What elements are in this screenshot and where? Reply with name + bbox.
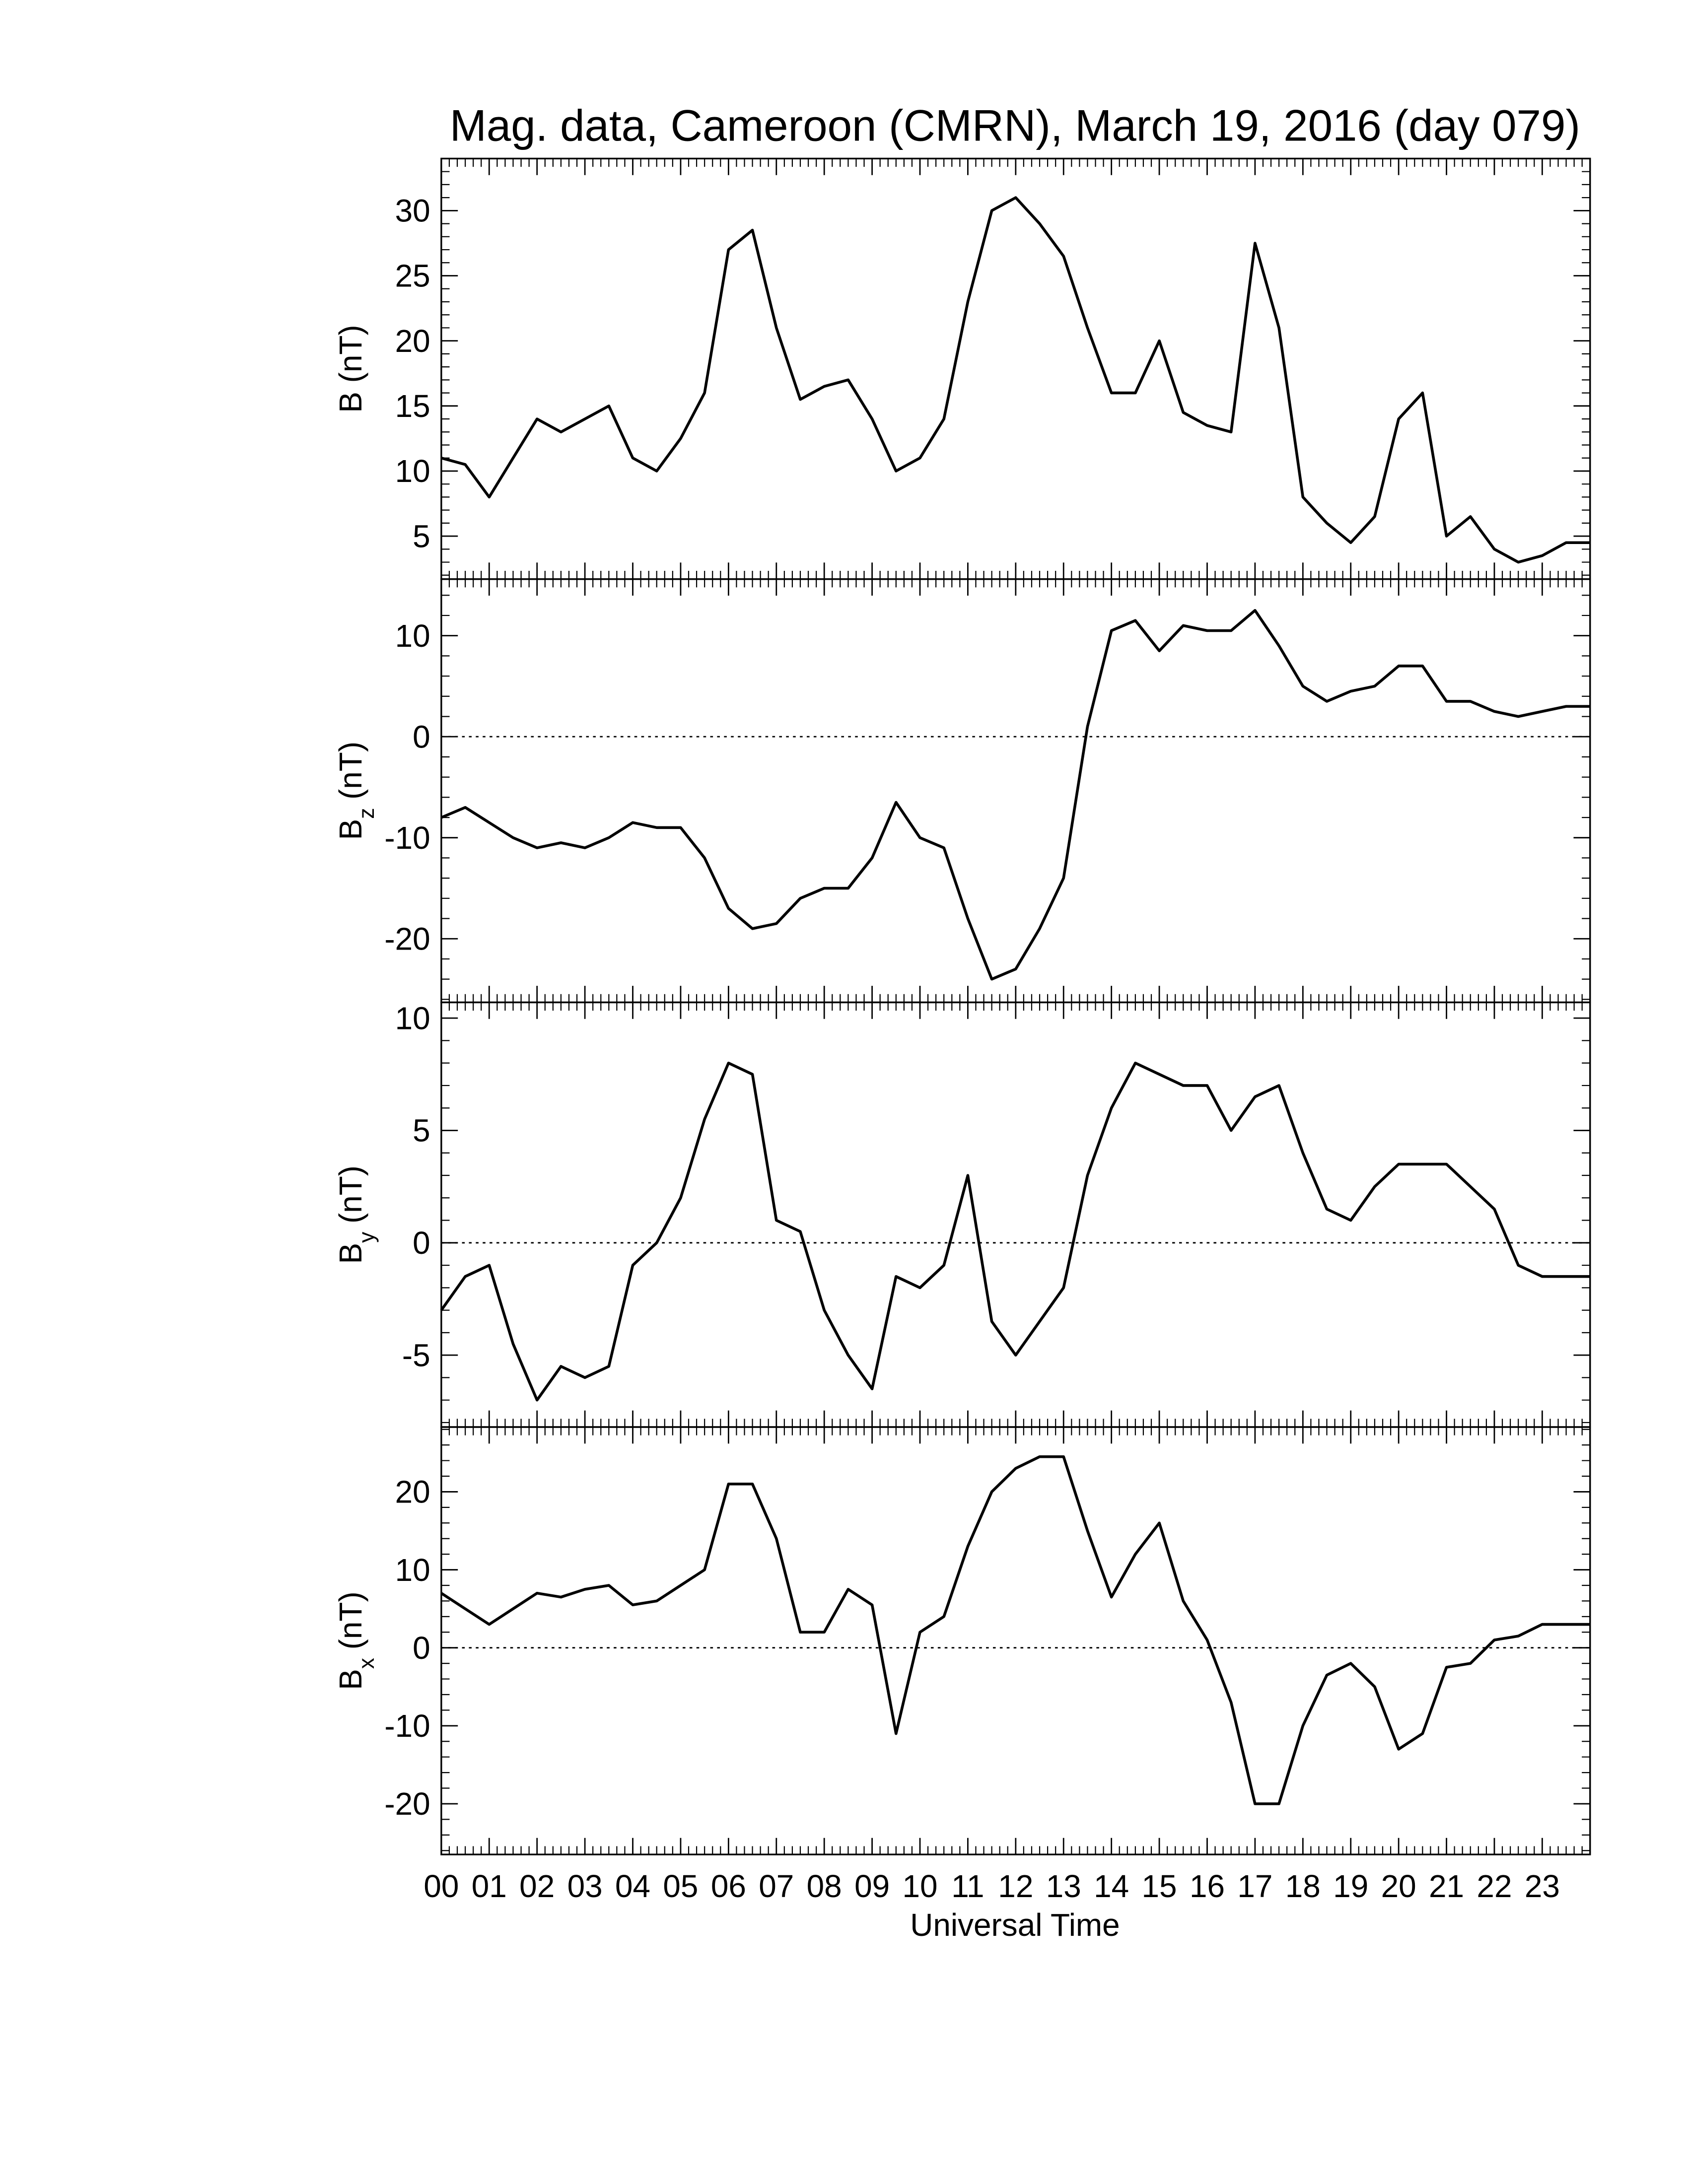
- y-axis-label-part: B (nT): [333, 325, 368, 412]
- y-axis-label-part: x: [354, 1658, 379, 1669]
- x-tick-label: 21: [1429, 1868, 1464, 1904]
- x-tick-label: 23: [1525, 1868, 1560, 1904]
- y-tick-label: 0: [413, 1225, 430, 1261]
- x-tick-label: 00: [423, 1868, 459, 1904]
- y-tick-label: 10: [395, 618, 430, 654]
- x-tick-label: 01: [472, 1868, 507, 1904]
- x-axis-label: Universal Time: [910, 1907, 1120, 1943]
- x-tick-label: 13: [1046, 1868, 1081, 1904]
- y-tick-label: 0: [413, 1630, 430, 1666]
- y-tick-label: 30: [395, 193, 430, 229]
- y-tick-label: 20: [395, 1474, 430, 1510]
- x-tick-label: 19: [1333, 1868, 1368, 1904]
- y-tick-label: -10: [384, 1708, 430, 1744]
- y-axis-label-part: (nT): [333, 742, 368, 800]
- x-tick-label: 09: [854, 1868, 890, 1904]
- x-tick-label: 05: [663, 1868, 698, 1904]
- x-tick-label: 07: [759, 1868, 794, 1904]
- y-tick-label: 5: [413, 1113, 430, 1149]
- chart-title: Mag. data, Cameroon (CMRN), March 19, 20…: [450, 101, 1580, 150]
- x-tick-label: 22: [1477, 1868, 1512, 1904]
- y-axis-label-part: y: [354, 1231, 379, 1243]
- y-axis-label: B (nT): [333, 325, 368, 412]
- x-tick-label: 12: [998, 1868, 1033, 1904]
- data-line: [440, 609, 1590, 981]
- y-tick-label: 10: [395, 1552, 430, 1588]
- y-tick-label: -20: [384, 921, 430, 956]
- x-tick-label: 10: [902, 1868, 937, 1904]
- y-axis-label-part: B: [333, 1243, 368, 1264]
- y-tick-label: 10: [395, 1000, 430, 1036]
- y-tick-label: -10: [384, 820, 430, 856]
- x-tick-label: 14: [1094, 1868, 1129, 1904]
- data-line: [440, 1455, 1590, 1805]
- x-tick-label: 16: [1190, 1868, 1225, 1904]
- y-tick-label: -5: [402, 1337, 430, 1373]
- x-tick-label: 20: [1381, 1868, 1416, 1904]
- x-tick-label: 02: [519, 1868, 555, 1904]
- y-axis-label-part: (nT): [333, 1591, 368, 1649]
- plot-frame: [440, 1426, 1591, 1855]
- y-axis-label: By (nT): [333, 1165, 379, 1264]
- x-tick-label: 08: [807, 1868, 842, 1904]
- y-axis-label: Bx (nT): [333, 1591, 379, 1690]
- y-axis-label-part: (nT): [333, 1165, 368, 1224]
- y-axis-label-part: B: [333, 819, 368, 840]
- y-tick-label: 10: [395, 453, 430, 489]
- x-tick-label: 03: [567, 1868, 603, 1904]
- y-tick-label: 0: [413, 719, 430, 754]
- x-tick-label: 04: [615, 1868, 650, 1904]
- y-tick-label: -20: [384, 1786, 430, 1822]
- y-axis-label-part: B: [333, 1669, 368, 1690]
- y-tick-label: 5: [413, 518, 430, 554]
- x-tick-label: 11: [951, 1868, 984, 1904]
- x-tick-label: 17: [1237, 1868, 1272, 1904]
- data-line: [441, 196, 1590, 564]
- y-tick-label: 15: [395, 388, 430, 424]
- data-line: [440, 1061, 1590, 1402]
- y-tick-label: 25: [395, 258, 430, 294]
- x-tick-label: 06: [711, 1868, 746, 1904]
- y-axis-label-part: z: [354, 808, 379, 819]
- x-tick-label: 18: [1285, 1868, 1321, 1904]
- y-axis-label: Bz (nT): [333, 742, 379, 840]
- y-tick-label: 20: [395, 323, 430, 359]
- x-tick-label: 15: [1142, 1868, 1177, 1904]
